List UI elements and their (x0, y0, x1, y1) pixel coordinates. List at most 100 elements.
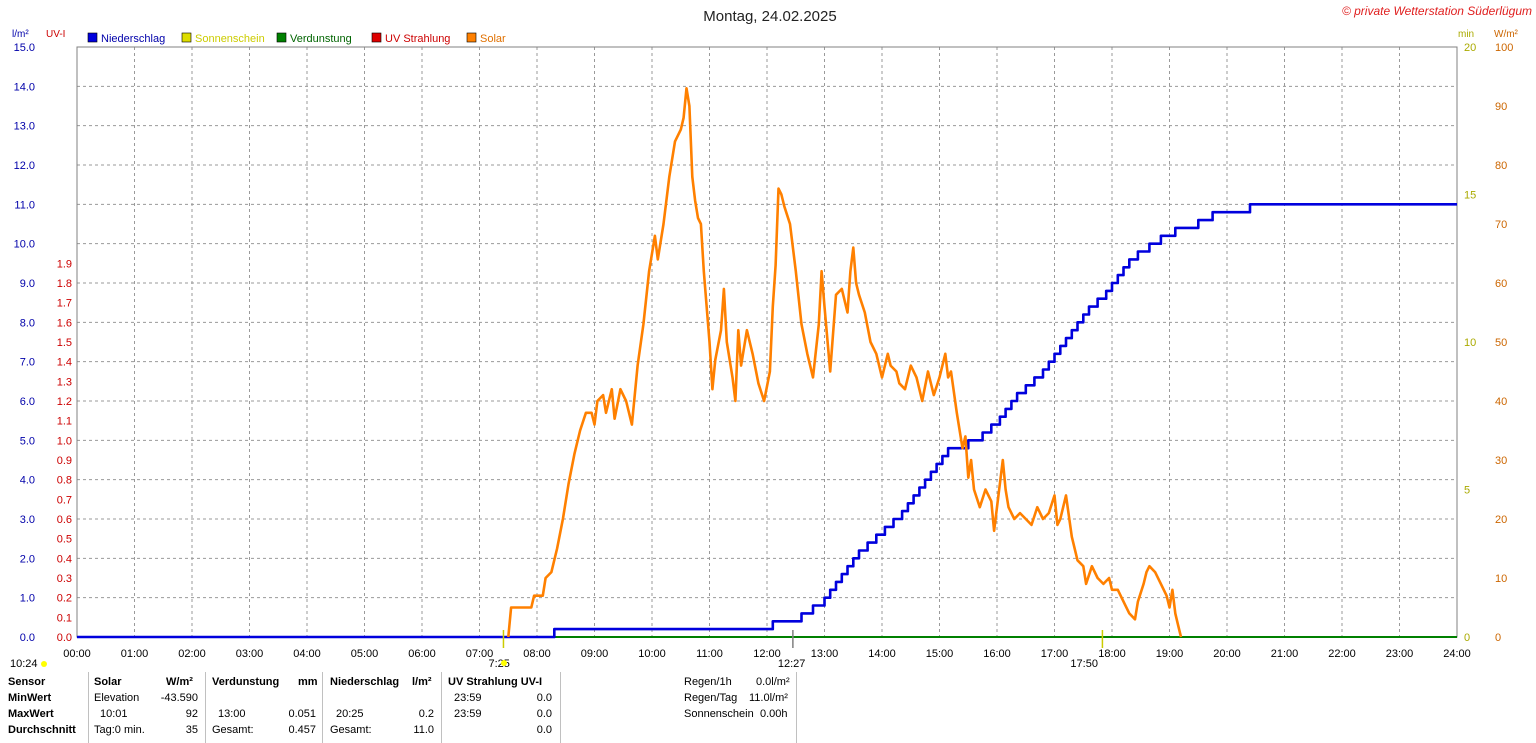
x-tick-label: 00:00 (63, 648, 91, 660)
y-left-inner-tick: 0.3 (57, 573, 72, 585)
y-left-inner-tick: 0.5 (57, 534, 72, 546)
divider (88, 672, 89, 743)
verd-max-label: 13:00 (218, 708, 246, 720)
regen-1h-value: 0.0l/m² (756, 676, 790, 688)
verd-total-value: 0.457 (288, 724, 316, 736)
y-right-outer-tick: 40 (1495, 396, 1507, 408)
solar-min-value: -43.590 (160, 692, 198, 704)
bottom-left-time: 10:24 (10, 658, 38, 670)
nied-total-label: Gesamt: (330, 724, 372, 736)
solar-min-label: Elevation (94, 692, 140, 704)
uv-max-label: 23:59 (454, 708, 482, 720)
x-tick-label: 11:00 (696, 648, 723, 660)
grid (77, 47, 1457, 637)
time-markers: 7:25 12:27 17:50 (488, 630, 1104, 670)
uv-max-value: 0.0 (536, 708, 552, 720)
x-tick-label: 21:00 (1271, 648, 1299, 660)
stats-table: Sensor MinWert MaxWert Durchschnitt Sola… (0, 672, 1536, 743)
y-right-inner-tick: 15 (1464, 190, 1476, 202)
x-tick-label: 01:00 (121, 648, 149, 660)
x-tick-label: 16:00 (983, 648, 1011, 660)
x-tick-label: 18:00 (1098, 648, 1126, 660)
uv-avg-value: 0.0 (536, 724, 552, 736)
verd-total-label: Gesamt: (212, 724, 254, 736)
y-left-outer-tick: 13.0 (14, 121, 35, 133)
y-left-outer-tick: 7.0 (20, 357, 35, 369)
sonnenschein-value: 0.00h (760, 708, 788, 720)
y-left-inner-tick: 0.0 (57, 632, 72, 644)
nied-header: Niederschlag (330, 676, 400, 688)
unit-left-inner: UV-I (46, 29, 65, 40)
solar-avg-label: Tag:0 min. (94, 724, 145, 736)
x-tick-label: 12:00 (753, 648, 781, 660)
series-solar (507, 87, 1183, 638)
x-tick-label: 06:00 (408, 648, 436, 660)
row-durchschnitt: Durchschnitt (8, 724, 76, 736)
x-tick-label: 22:00 (1328, 648, 1356, 660)
y-right-outer-tick: 30 (1495, 455, 1507, 467)
regen-1h-label: Regen/1h (684, 676, 732, 688)
y-left-outer-tick: 11.0 (14, 199, 35, 211)
verd-unit: mm (298, 676, 318, 688)
x-tick-label: 10:00 (638, 648, 666, 660)
series-group (77, 87, 1457, 639)
unit-right-inner: min (1458, 29, 1474, 40)
verd-header: Verdunstung (212, 676, 280, 688)
marker-label: 12:27 (778, 658, 806, 670)
y-left-inner-tick: 1.7 (57, 298, 72, 310)
y-left-inner-tick: 1.3 (57, 376, 72, 388)
sunrise-dot (501, 660, 507, 666)
y-left-inner-tick: 1.1 (57, 416, 72, 428)
solar-max-label: 10:01 (100, 708, 128, 720)
verd-max-value: 0.051 (288, 708, 316, 720)
y-left-inner-tick: 0.7 (57, 494, 72, 506)
y-left-outer-tick: 2.0 (20, 553, 35, 565)
y-left-outer-tick: 9.0 (20, 278, 35, 290)
solar-avg-value: 35 (185, 724, 198, 736)
x-tick-label: 17:00 (1041, 648, 1069, 660)
y-left-inner-tick: 1.6 (57, 317, 72, 329)
y-left-outer-tick: 6.0 (20, 396, 35, 408)
x-tick-label: 08:00 (523, 648, 551, 660)
row-maxwert: MaxWert (8, 708, 54, 720)
x-tick-label: 23:00 (1386, 648, 1414, 660)
legend-label: UV Strahlung (385, 33, 450, 45)
y-left-inner-tick: 0.9 (57, 455, 72, 467)
uv-header: UV Strahlung UV-I (448, 676, 543, 688)
x-tick-label: 02:00 (178, 648, 206, 660)
solar-max-value: 92 (185, 708, 198, 720)
y-left-inner-tick: 1.0 (57, 435, 72, 447)
divider (560, 672, 561, 743)
uv-min-label: 23:59 (454, 692, 482, 704)
y-right-outer-tick: 0 (1495, 632, 1501, 644)
row-minwert: MinWert (8, 692, 52, 704)
y-right-outer-tick: 50 (1495, 337, 1507, 349)
legend-swatch (466, 32, 477, 43)
legend-label: Sonnenschein (195, 33, 265, 45)
y-left-outer-tick: 0.0 (20, 632, 35, 644)
y-left-inner-tick: 0.1 (57, 612, 72, 624)
y-left-outer-tick: 15.0 (14, 42, 35, 54)
y-left-outer-tick: 14.0 (14, 81, 35, 93)
series-niederschlag (77, 203, 1457, 639)
x-tick-label: 07:00 (466, 648, 494, 660)
solar-unit: W/m² (166, 676, 193, 688)
y-left-inner-tick: 1.4 (57, 357, 72, 369)
y-left-inner-tick: 1.8 (57, 278, 72, 290)
divider (322, 672, 323, 743)
sonnenschein-label: Sonnenschein (684, 708, 754, 720)
sensor-header: Sensor (8, 676, 46, 688)
solar-header: Solar (94, 676, 122, 688)
y-right-inner-tick: 20 (1464, 42, 1476, 54)
legend-label: Niederschlag (101, 33, 165, 45)
y-right-inner-tick: 10 (1464, 337, 1476, 349)
y-left-outer-tick: 5.0 (20, 435, 35, 447)
x-tick-label: 13:00 (811, 648, 839, 660)
x-tick-label: 05:00 (351, 648, 379, 660)
x-tick-label: 15:00 (926, 648, 954, 660)
legend-swatch (371, 32, 382, 43)
y-right-outer-tick: 80 (1495, 160, 1507, 172)
x-tick-label: 19:00 (1156, 648, 1184, 660)
y-right-outer-tick: 20 (1495, 514, 1507, 526)
y-right-outer-tick: 60 (1495, 278, 1507, 290)
